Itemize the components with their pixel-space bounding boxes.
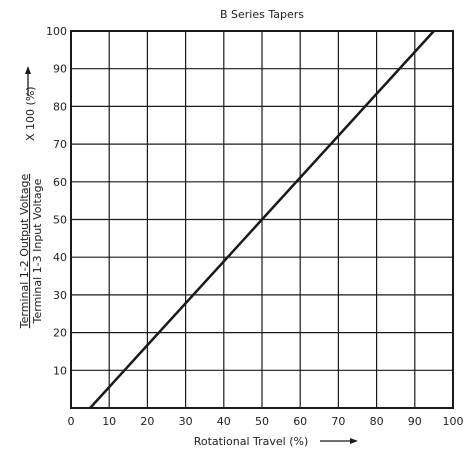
y-tick-label: 60 bbox=[53, 176, 67, 189]
y-tick-labels: 10 20 30 40 50 60 70 80 90 100 bbox=[46, 25, 67, 377]
series-layer bbox=[89, 30, 435, 409]
y-tick-label: 90 bbox=[53, 63, 67, 76]
y-axis-label-suffix: X 100 (%) bbox=[24, 86, 37, 141]
x-tick-label: 70 bbox=[331, 415, 345, 428]
y-axis-label: Terminal 1-2 Output Voltage Terminal 1-3… bbox=[18, 86, 44, 329]
y-tick-label: 30 bbox=[53, 289, 67, 302]
x-tick-labels: 0 10 20 30 40 50 60 70 80 90 100 bbox=[68, 415, 464, 428]
x-tick-label: 80 bbox=[370, 415, 384, 428]
y-tick-label: 50 bbox=[53, 214, 67, 227]
x-axis-arrow bbox=[320, 438, 358, 444]
y-tick-label: 40 bbox=[53, 251, 67, 264]
y-tick-label: 20 bbox=[53, 327, 67, 340]
series-line-0 bbox=[89, 30, 435, 409]
y-tick-label: 100 bbox=[46, 25, 67, 38]
x-axis-label: Rotational Travel (%) bbox=[194, 435, 309, 448]
y-tick-label: 10 bbox=[53, 364, 67, 377]
plot-frame bbox=[70, 30, 454, 409]
x-tick-label: 20 bbox=[140, 415, 154, 428]
x-tick-label: 40 bbox=[217, 415, 231, 428]
x-tick-label: 60 bbox=[293, 415, 307, 428]
x-tick-label: 50 bbox=[255, 415, 269, 428]
chart-title: B Series Tapers bbox=[220, 8, 304, 21]
x-tick-label: 90 bbox=[408, 415, 422, 428]
x-tick-label: 100 bbox=[443, 415, 464, 428]
y-axis-label-denominator: Terminal 1-3 Input Voltage bbox=[31, 178, 44, 324]
y-axis-arrow bbox=[25, 66, 31, 96]
y-axis-label-numerator: Terminal 1-2 Output Voltage bbox=[18, 174, 31, 330]
y-tick-label: 80 bbox=[53, 100, 67, 113]
x-tick-label: 0 bbox=[68, 415, 75, 428]
y-tick-label: 70 bbox=[53, 138, 67, 151]
x-tick-label: 30 bbox=[179, 415, 193, 428]
x-tick-label: 10 bbox=[102, 415, 116, 428]
